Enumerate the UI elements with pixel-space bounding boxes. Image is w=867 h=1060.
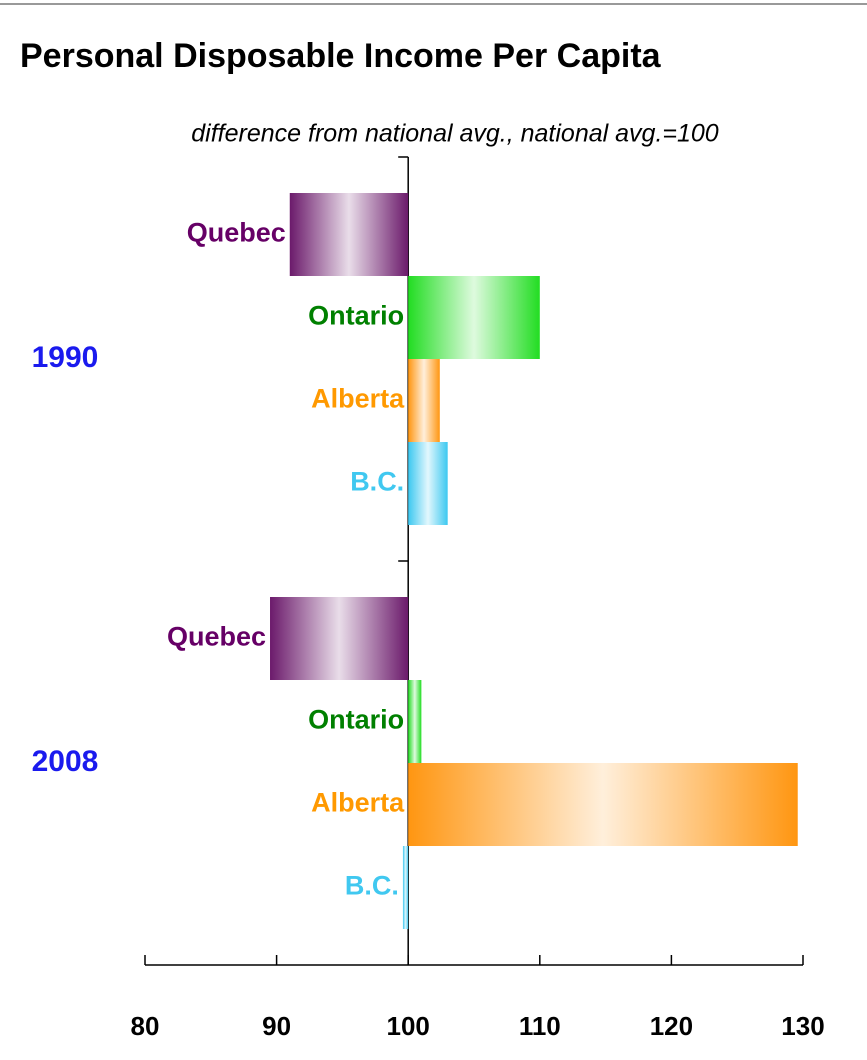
category-label: Ontario [308,705,404,735]
bar [289,193,409,276]
bar [408,359,440,442]
bar [408,680,422,763]
category-label: B.C. [345,871,399,901]
category-label: B.C. [350,467,404,497]
group-label: 1990 [32,341,99,374]
bar [408,276,540,359]
category-label: Alberta [311,384,405,414]
x-tick-label: 120 [650,1011,693,1041]
bar [402,846,409,929]
x-tick-label: 90 [262,1011,291,1041]
x-tick-label: 100 [387,1011,430,1041]
bar [270,597,409,680]
x-tick-label: 130 [781,1011,824,1041]
category-label: Quebec [187,218,286,248]
chart-subtitle: difference from national avg., national … [191,120,719,148]
x-tick-label: 110 [519,1011,561,1041]
category-label: Ontario [308,301,404,331]
category-label: Alberta [311,788,405,818]
bar [408,763,798,846]
x-tick-label: 80 [131,1011,160,1041]
bar [408,442,448,525]
chart-title: Personal Disposable Income Per Capita [20,37,662,75]
category-label: Quebec [167,622,266,652]
group-label: 2008 [32,745,99,778]
